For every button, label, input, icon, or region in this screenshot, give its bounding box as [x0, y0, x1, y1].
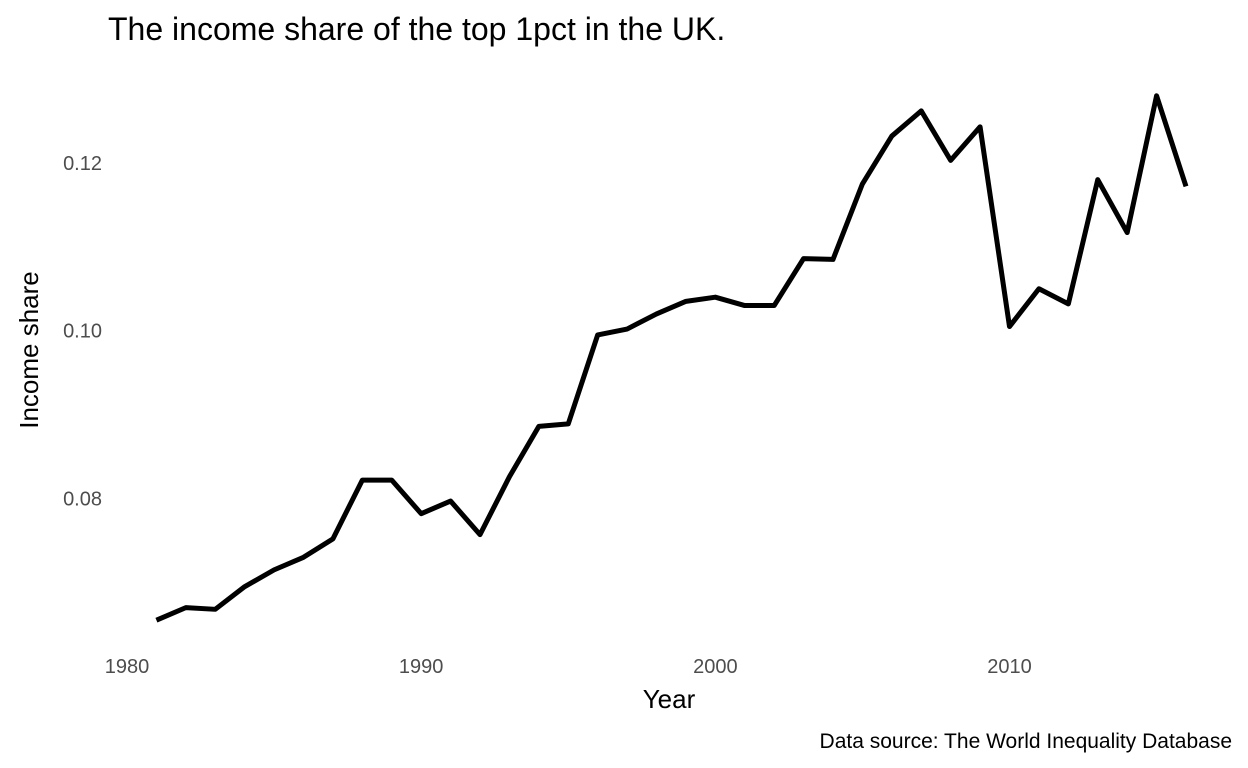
y-axis-title: Income share — [14, 271, 44, 429]
x-axis-ticks: 1980 1990 2000 2010 — [105, 656, 1032, 678]
chart-caption: Data source: The World Inequality Databa… — [820, 730, 1232, 753]
y-tick-label: 0.08 — [63, 489, 102, 511]
x-axis-title: Year — [643, 684, 696, 714]
x-tick-label: 1980 — [105, 656, 150, 678]
x-tick-label: 2010 — [987, 656, 1032, 678]
y-tick-label: 0.10 — [63, 321, 102, 343]
chart-title: The income share of the top 1pct in the … — [108, 11, 725, 47]
series-line — [155, 93, 1189, 623]
x-tick-label: 2000 — [693, 656, 738, 678]
plot-area — [155, 93, 1189, 623]
y-axis-ticks: 0.08 0.10 0.12 — [63, 153, 102, 511]
x-tick-label: 1990 — [399, 656, 444, 678]
y-tick-label: 0.12 — [63, 153, 102, 175]
